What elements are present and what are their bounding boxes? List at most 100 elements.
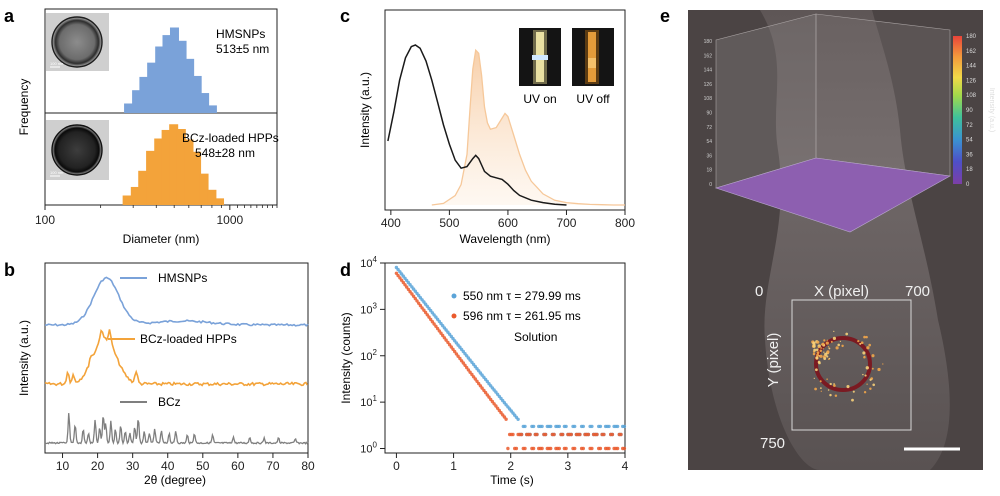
phosphorescence-fill	[431, 50, 625, 206]
decay-point-596nm	[535, 432, 539, 437]
b-x-tick-label: 40	[161, 459, 175, 473]
panel-label-e: e	[660, 6, 670, 26]
decay-point-550nm	[540, 424, 544, 429]
plot-z-tick-label: 90	[706, 111, 712, 117]
luminescence-spot	[864, 374, 867, 377]
plot-z-tick-label: 180	[704, 39, 713, 45]
decay-point-596nm	[622, 446, 627, 451]
decay-point-550nm	[622, 424, 627, 429]
hist-bar	[169, 27, 179, 113]
hist-bar	[215, 198, 225, 205]
luminescence-spot	[882, 363, 884, 365]
panel-d-ticks: 0 1 2 3 4 100 101 102 103 104	[360, 255, 628, 473]
luminescence-spot	[819, 354, 823, 358]
d-y-tick-label: 104	[360, 255, 377, 270]
c-x-tick-label: 400	[381, 216, 401, 230]
legend-550: 550 nm τ = 279.99 ms	[463, 289, 581, 303]
decay-point-596nm	[519, 432, 524, 437]
panel-a: 100 nm 100 nm HMSNPs 513±5 nm BCz-loaded…	[17, 8, 279, 246]
colorbar-tick-label: 36	[966, 152, 973, 158]
decay-point-550nm	[557, 424, 561, 429]
hist-bar	[139, 76, 149, 113]
roi-box	[791, 299, 912, 431]
luminescence-spot	[824, 352, 828, 357]
hist-bar	[169, 124, 179, 205]
colorbar-tick-label: 54	[966, 138, 973, 144]
colorbar-tick-label: 18	[966, 167, 973, 173]
panel-label-a: a	[4, 6, 15, 26]
colorbar-tick-label: 108	[966, 93, 977, 99]
luminescence-spot	[862, 373, 864, 376]
decay-point-596nm	[598, 446, 603, 451]
luminescence-spot	[823, 357, 827, 360]
decay-point-596nm	[573, 446, 577, 451]
plot-z-tick-label: 0	[709, 182, 712, 188]
luminescence-spot	[839, 340, 842, 343]
luminescence-spot	[830, 340, 833, 343]
a-ylabel: Frequency	[17, 79, 31, 136]
luminescence-spot	[829, 382, 832, 386]
surface-plot-3d: 0 18 36 54 72 90 108 126 144 162 180	[704, 13, 951, 233]
hist-bar	[124, 103, 134, 113]
c-ylabel: Intensity (a.u.)	[358, 72, 372, 148]
panel-label-c: c	[340, 6, 350, 26]
luminescence-spot	[827, 346, 830, 348]
legend-hmsnps-b: HMSNPs	[158, 271, 207, 285]
plot-z-tick-label: 126	[704, 82, 713, 88]
panel-c-lines	[387, 44, 625, 206]
panel-label-d: d	[340, 260, 351, 280]
decay-point-596nm	[468, 370, 472, 374]
legend-marker-550	[451, 293, 457, 299]
decay-point-596nm	[523, 446, 527, 451]
luminescence-spot	[828, 347, 831, 350]
d-x-tick-label: 4	[622, 459, 629, 473]
decay-point-596nm	[581, 446, 585, 451]
decay-point-596nm	[432, 322, 436, 326]
decay-point-596nm	[561, 432, 565, 437]
luminescence-spot	[819, 380, 822, 383]
luminescence-spot	[826, 339, 828, 341]
colorbar-tick-label: 144	[966, 64, 977, 70]
decay-point-596nm	[619, 432, 623, 437]
luminescence-spot	[827, 389, 830, 391]
decay-point-596nm	[408, 290, 412, 294]
label-bcz-hpps-a: BCz-loaded HPPs	[182, 131, 279, 145]
decay-point-596nm	[586, 432, 591, 437]
luminescence-spot	[866, 383, 868, 385]
luminescence-spot	[832, 336, 837, 341]
xrd-line-bcz	[44, 413, 309, 446]
decay-point-596nm	[444, 338, 448, 342]
hist-bar	[192, 75, 202, 113]
decay-point-596nm	[602, 432, 606, 437]
hist-bar	[161, 129, 171, 205]
d-y-tick-label: 101	[360, 394, 377, 409]
hist-bar	[162, 35, 172, 113]
decay-point-596nm	[528, 432, 532, 437]
roi-y-end: 750	[760, 435, 785, 452]
luminescence-spot	[859, 342, 862, 345]
decay-point-550nm	[590, 424, 594, 429]
a-xlabel: Diameter (nm)	[123, 232, 200, 246]
decay-point-596nm	[531, 446, 536, 451]
decay-point-550nm	[615, 424, 620, 429]
tumor-ring	[814, 336, 872, 392]
luminescence-spot	[816, 351, 820, 355]
decay-point-596nm	[590, 446, 594, 451]
d-xlabel: Time (s)	[490, 473, 534, 487]
luminescence-spot	[823, 339, 826, 342]
hist-bar	[199, 173, 209, 205]
luminescence-spot	[812, 344, 816, 348]
b-xlabel: 2θ (degree)	[144, 473, 206, 487]
decay-point-596nm	[480, 386, 484, 390]
c-xlabel: Wavelength (nm)	[460, 232, 551, 246]
decay-point-596nm	[595, 432, 599, 437]
d-x-tick-label: 1	[450, 459, 457, 473]
decay-point-596nm	[504, 417, 508, 421]
c-x-tick-label: 700	[556, 216, 576, 230]
decay-point-596nm	[456, 354, 460, 358]
luminescence-spot	[817, 346, 820, 349]
legend-bcz-b: BCz	[158, 395, 181, 409]
luminescence-spot	[834, 394, 838, 397]
decay-point-550nm	[607, 424, 611, 429]
a-x-tick-label: 100	[35, 213, 55, 227]
